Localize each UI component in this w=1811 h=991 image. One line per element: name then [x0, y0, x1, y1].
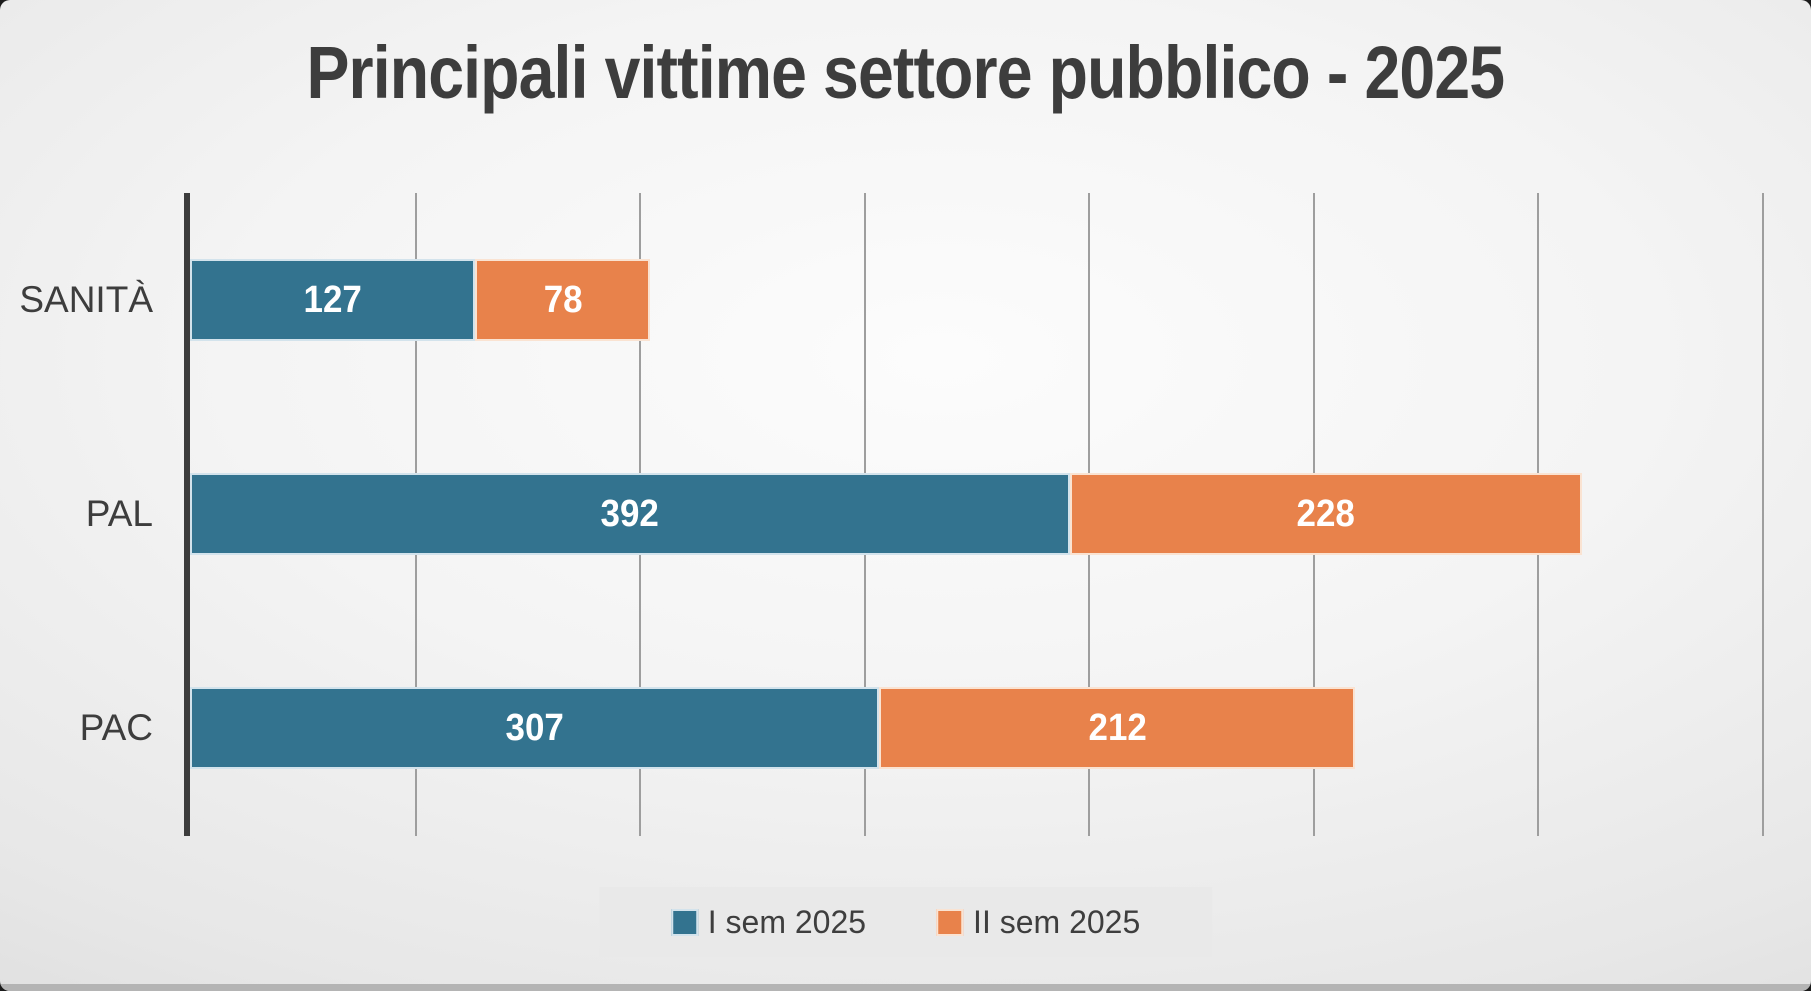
bar-row-sanità: SANITÀ 127 78	[19, 259, 1811, 341]
bar-row-pal: PAL 392 228	[86, 473, 1811, 555]
legend-item-ii-sem-2025: II sem 2025	[936, 904, 1140, 941]
bar-value-label: 127	[303, 278, 362, 321]
legend: I sem 2025 II sem 2025	[598, 887, 1213, 957]
category-axis-line	[184, 193, 190, 836]
bar-value-label: 307	[505, 706, 564, 749]
bar-value-label: 392	[600, 492, 660, 535]
bar-segment-pac-series-0: 307	[190, 687, 880, 769]
legend-label-i-sem-2025: I sem 2025	[707, 903, 867, 940]
chart-title-text: Principali vittime settore pubblico - 20…	[306, 31, 1506, 114]
bar-segment-sanità-series-1: 78	[475, 259, 651, 341]
bar-segment-sanità-series-0: 127	[190, 259, 476, 341]
bar-segment-pal-series-0: 392	[190, 473, 1071, 555]
category-label-sanità: SANITÀ	[19, 279, 153, 320]
bar-row-pac: PAC 307 212	[80, 687, 1811, 769]
plot-area: SANITÀ 127 78 PAL 392 228 PAC 307 212	[19, 193, 1811, 836]
bar-value-label: 78	[543, 278, 583, 321]
gridline-700	[1761, 193, 1764, 836]
bar-segment-pac-series-1: 212	[879, 687, 1356, 769]
chart-title: Principali vittime settore pubblico - 20…	[0, 30, 1811, 115]
bar-segment-pal-series-1: 228	[1070, 473, 1582, 555]
bar-value-label: 228	[1296, 492, 1356, 535]
legend-label-ii-sem-2025: II sem 2025	[973, 903, 1141, 940]
legend-marker-ii-sem-2025-icon	[936, 908, 964, 936]
legend-marker-i-sem-2025-icon	[670, 908, 698, 936]
category-label-pal: PAL	[85, 493, 153, 534]
legend-item-i-sem-2025: I sem 2025	[670, 903, 867, 941]
category-label-pac: PAC	[79, 707, 153, 748]
bar-value-label: 212	[1088, 706, 1147, 749]
